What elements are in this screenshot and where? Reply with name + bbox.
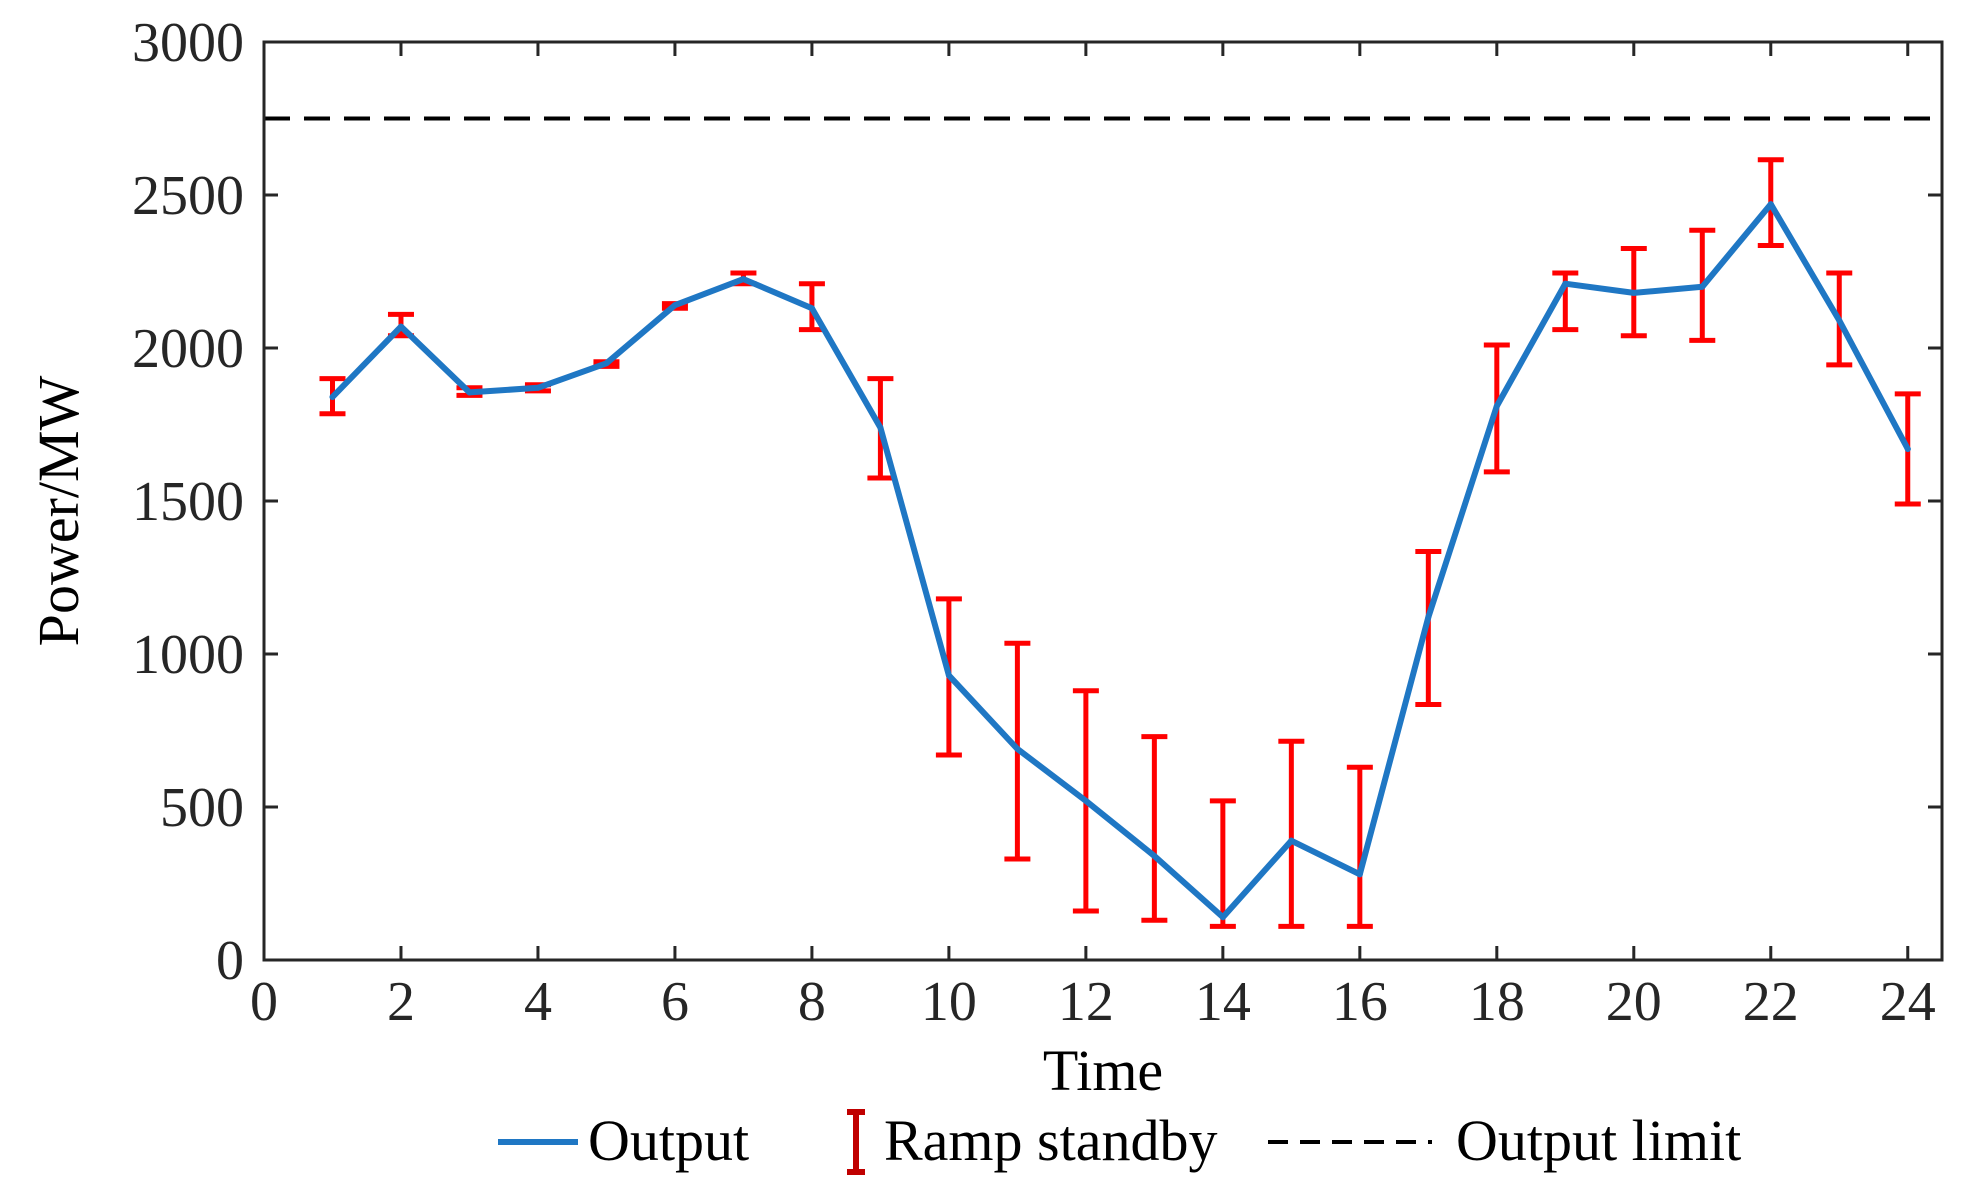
output-point <box>877 424 884 431</box>
output-point <box>945 672 952 679</box>
y-axis-label: Power/MW <box>26 375 91 646</box>
y-tick-label: 0 <box>216 930 244 992</box>
x-tick-label: 6 <box>661 971 689 1033</box>
output-series-layer <box>329 201 1911 921</box>
output-point <box>397 323 404 330</box>
x-tick-label: 4 <box>524 971 552 1033</box>
output-point <box>1151 852 1158 859</box>
output-point <box>466 389 473 396</box>
legend-output-limit-label: Output limit <box>1456 1108 1741 1173</box>
x-tick-label: 0 <box>250 971 278 1033</box>
x-tick-label: 24 <box>1880 971 1936 1033</box>
x-tick-label: 20 <box>1606 971 1662 1033</box>
output-point <box>1562 280 1569 287</box>
output-point <box>1014 745 1021 752</box>
legend: Output Ramp standby Output limit <box>498 1108 1741 1175</box>
legend-ramp-standby-label: Ramp standby <box>884 1108 1217 1173</box>
x-tick-label: 22 <box>1743 971 1799 1033</box>
output-point <box>1082 797 1089 804</box>
output-point <box>534 384 541 391</box>
output-point <box>1630 289 1637 296</box>
output-point <box>603 360 610 367</box>
ramp-standby-bar <box>1346 764 1373 929</box>
ramp-standby-bar <box>1141 734 1168 923</box>
x-tick-label: 8 <box>798 971 826 1033</box>
output-point <box>1493 403 1500 410</box>
ramp-standby-layer <box>319 157 1921 929</box>
output-point <box>1836 317 1843 324</box>
output-point <box>1767 201 1774 208</box>
ramp-standby-bar <box>1278 738 1305 929</box>
output-point <box>1356 871 1363 878</box>
x-axis-label: Time <box>1043 1038 1163 1103</box>
output-point <box>1288 837 1295 844</box>
y-tick-label: 3000 <box>132 12 244 74</box>
output-point <box>740 276 747 283</box>
legend-ramp-standby-swatch <box>847 1109 865 1175</box>
ramp-standby-bar <box>1209 798 1236 929</box>
output-point <box>1904 445 1911 452</box>
y-tick-label: 500 <box>160 777 244 839</box>
axis-ticks <box>262 40 1942 962</box>
output-point <box>1699 283 1706 290</box>
y-tick-label: 1000 <box>132 624 244 686</box>
x-tick-label: 10 <box>921 971 977 1033</box>
output-point <box>808 305 815 312</box>
output-point <box>671 302 678 309</box>
output-line <box>329 201 1911 921</box>
y-tick-label: 2500 <box>132 165 244 227</box>
plot-frame <box>262 40 1944 962</box>
legend-output-label: Output <box>588 1108 749 1173</box>
x-tick-label: 16 <box>1332 971 1388 1033</box>
y-tick-label: 2000 <box>132 318 244 380</box>
x-tick-label: 2 <box>387 971 415 1033</box>
axis-tick-labels: 0 2 4 6 8 10 12 14 16 18 20 22 240500100015002000250… <box>132 12 1936 1033</box>
x-tick-label: 18 <box>1469 971 1525 1033</box>
output-point <box>1219 914 1226 921</box>
output-point <box>1425 614 1432 621</box>
x-tick-label: 14 <box>1195 971 1251 1033</box>
output-point <box>329 393 336 400</box>
x-tick-label: 12 <box>1058 971 1114 1033</box>
y-tick-label: 1500 <box>132 471 244 533</box>
